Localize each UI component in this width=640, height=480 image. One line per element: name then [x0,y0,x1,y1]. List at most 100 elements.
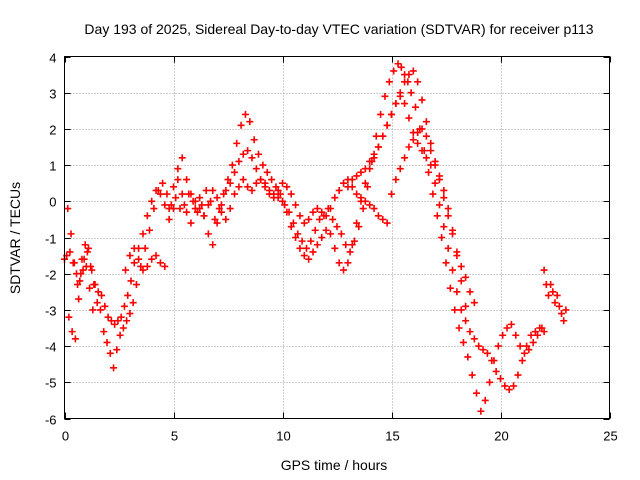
data-point [196,205,204,213]
data-point [176,205,184,213]
data-point [78,255,86,263]
data-point [116,331,124,339]
data-point [272,183,280,191]
data-point [457,306,465,314]
data-point [127,277,135,285]
data-point [135,255,143,263]
data-point [440,194,448,202]
data-point [462,273,470,281]
data-point [130,244,138,252]
data-point [244,147,252,155]
data-point [394,60,402,68]
data-point [544,291,552,299]
data-point [492,367,500,375]
data-point [220,190,228,198]
data-point [98,291,106,299]
data-point [82,262,90,270]
data-point [397,63,405,71]
data-point [100,328,108,336]
data-point [342,241,350,249]
y-tick-label: 3 [49,87,56,102]
data-point [279,197,286,205]
data-point [287,190,295,198]
data-point [96,306,104,314]
data-point [555,302,563,310]
data-point [161,201,169,209]
data-point [414,78,422,86]
data-point [296,244,304,252]
data-point [126,252,134,260]
data-point [453,252,461,260]
data-point [374,212,382,220]
data-point [163,190,171,198]
data-point [446,284,454,292]
data-point [388,110,395,118]
data-point [466,288,474,296]
data-point [79,266,87,274]
data-point [510,382,518,390]
data-point [170,183,177,191]
data-point [422,118,430,126]
data-point [553,291,561,299]
data-point [401,100,409,108]
data-point [379,132,387,140]
data-point [174,176,182,184]
data-point [139,230,147,238]
data-point [167,201,175,209]
data-point [381,92,389,100]
chart-title: Day 193 of 2025, Sidereal Day-to-day VTE… [84,21,593,37]
data-point [401,78,409,86]
x-tick-label: 15 [385,429,399,444]
data-point [178,154,186,162]
data-point [401,154,409,162]
data-point [435,172,443,180]
data-point [305,215,313,223]
data-point [311,226,319,234]
data-point [451,306,459,314]
data-point [222,215,230,223]
data-point [523,342,531,350]
data-point [305,255,313,263]
data-point [283,208,291,216]
data-point [457,262,465,270]
data-point [429,190,437,198]
y-tick-label: 4 [49,51,56,66]
data-point [396,165,404,173]
data-point [159,179,167,187]
data-point [438,234,446,241]
data-point [244,183,252,191]
data-point [470,299,478,307]
data-point [344,183,352,191]
data-point [440,223,448,231]
data-point [396,89,404,97]
data-point [313,241,321,249]
data-point [143,212,151,220]
data-point [183,176,191,184]
data-point [431,157,439,165]
data-point [81,241,89,249]
data-point [261,183,269,191]
data-point [427,147,435,155]
data-point [129,299,137,307]
data-point [333,223,341,231]
data-point [449,226,457,234]
data-point [346,248,354,256]
data-point [294,230,302,238]
data-point [501,382,509,390]
data-point [357,168,365,176]
data-point [170,205,177,213]
data-point [488,357,496,365]
data-point [549,288,557,296]
data-point [200,212,208,220]
data-point [298,237,306,245]
data-point [466,328,474,336]
data-point [350,237,358,245]
data-point [540,328,548,336]
data-point [444,244,452,252]
data-point [137,262,145,270]
data-point [405,143,413,151]
y-tick-label: 2 [49,123,56,138]
data-point [106,349,114,357]
data-point [355,223,363,231]
data-point [361,165,369,173]
